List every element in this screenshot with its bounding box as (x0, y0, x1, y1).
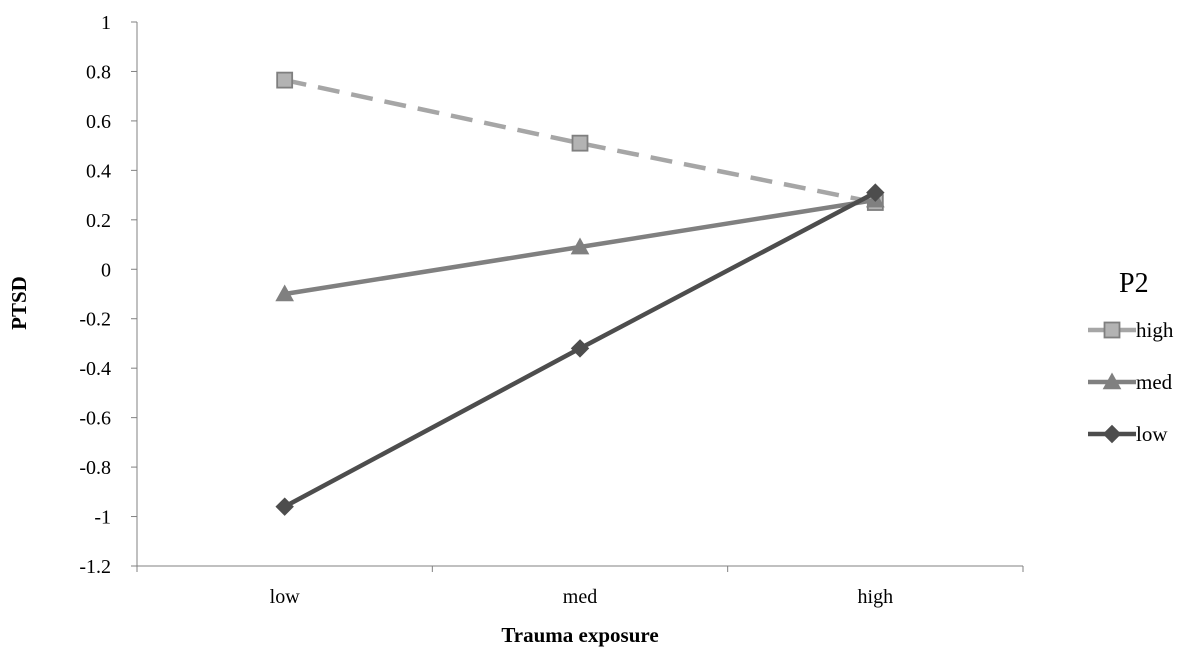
y-tick-label: 1 (101, 12, 111, 34)
y-axis-title: PTSD (7, 276, 31, 330)
x-tick-label: med (563, 586, 597, 608)
legend-label: low (1136, 422, 1168, 446)
x-tick-label: low (270, 586, 301, 608)
legend-items: high med low (1088, 318, 1174, 446)
legend-label: high (1136, 318, 1174, 342)
y-tick-label: -0.4 (79, 358, 111, 380)
legend-swatch-marker (1102, 372, 1122, 390)
y-tick-label: 0.4 (86, 160, 111, 182)
y-tick-label: -0.6 (79, 408, 111, 430)
data-point-high-med (571, 134, 589, 152)
data-point-low-high (866, 183, 885, 202)
y-tick-label: -0.8 (79, 457, 111, 479)
data-point-low-med (570, 339, 590, 358)
legend-item-high: high (1088, 318, 1174, 342)
data-point-med-low (275, 284, 295, 302)
y-tick-label: -1 (94, 507, 111, 529)
legend-title: P2 (1119, 268, 1149, 299)
axes (136, 22, 1023, 567)
y-tick-label: 0.8 (86, 61, 111, 83)
legend-item-low: low (1088, 422, 1168, 446)
series-layer (275, 71, 885, 516)
y-tick-label: -1.2 (79, 556, 111, 578)
x-tick-label: high (858, 586, 894, 608)
legend-label: med (1136, 370, 1173, 394)
x-axis-ticks: low med high (136, 566, 1024, 608)
series-high (276, 71, 884, 211)
data-point-med-med (570, 237, 590, 255)
x-axis-title: Trauma exposure (501, 623, 658, 647)
legend: P2 high med low (1088, 268, 1174, 446)
y-tick-label: 0.2 (86, 210, 111, 232)
series-med (275, 190, 885, 302)
legend-swatch-marker (1103, 321, 1121, 339)
data-point-low-low (275, 497, 294, 516)
y-tick-label: -0.2 (79, 309, 111, 331)
y-tick-label: 0.6 (86, 111, 111, 133)
legend-swatch-marker (1102, 424, 1122, 444)
legend-item-med: med (1088, 370, 1173, 394)
series-low (275, 183, 885, 516)
data-point-high-low (276, 71, 294, 89)
y-tick-label: 0 (101, 259, 111, 281)
y-axis-ticks: 1 0.8 0.6 0.4 0.2 0 -0.2 -0.4 -0.6 -0.8 -1 -1.2 (79, 12, 137, 578)
